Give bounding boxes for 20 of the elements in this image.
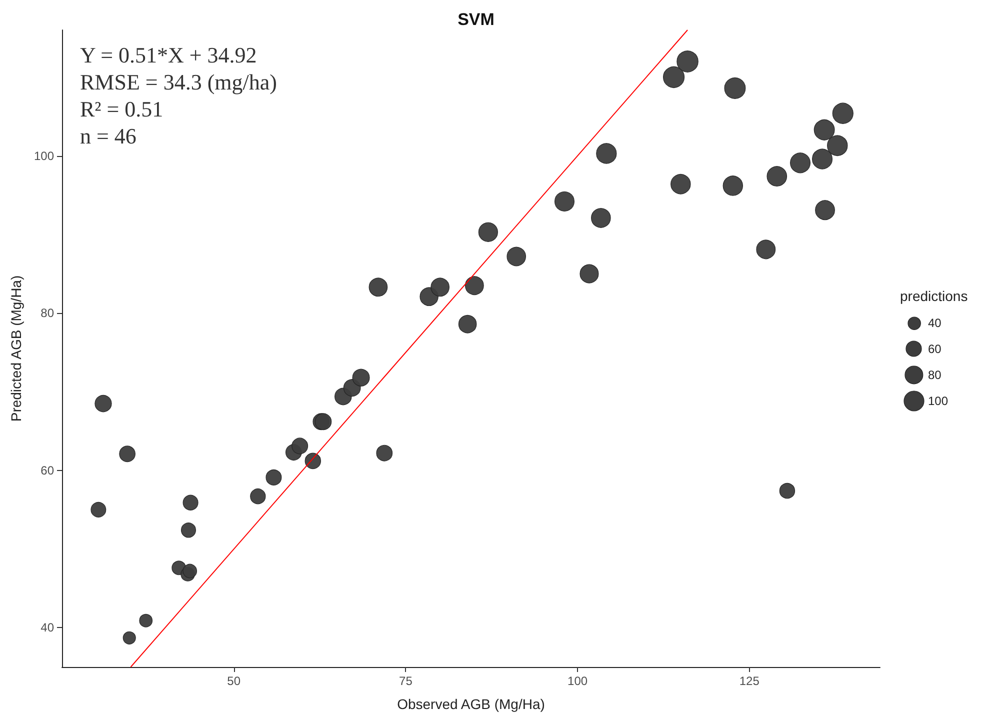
legend-label: 100 xyxy=(928,394,948,408)
chart-title: SVM xyxy=(458,10,494,29)
x-tick-label: 125 xyxy=(739,674,760,688)
x-tick-label: 100 xyxy=(568,674,588,688)
annotation: Y = 0.51*X + 34.92 xyxy=(80,42,257,68)
legend-label: 40 xyxy=(928,316,942,330)
annotation: n = 46 xyxy=(80,124,136,148)
legend-title: predictions xyxy=(900,288,968,304)
y-tick-label: 40 xyxy=(40,620,54,635)
x-tick-label: 50 xyxy=(227,674,241,688)
annotation: RMSE = 34.3 (mg/ha) xyxy=(80,70,277,94)
y-tick-label: 60 xyxy=(40,463,54,478)
annotation: R² = 0.51 xyxy=(80,96,164,122)
y-axis-title: Predicted AGB (Mg/Ha) xyxy=(8,275,24,422)
legend-label: 60 xyxy=(928,342,942,356)
legend-label: 80 xyxy=(928,368,942,382)
x-axis-title: Observed AGB (Mg/Ha) xyxy=(397,696,545,712)
y-tick-label: 80 xyxy=(40,306,54,320)
x-tick-label: 75 xyxy=(399,674,413,688)
y-tick-label: 100 xyxy=(34,148,54,163)
